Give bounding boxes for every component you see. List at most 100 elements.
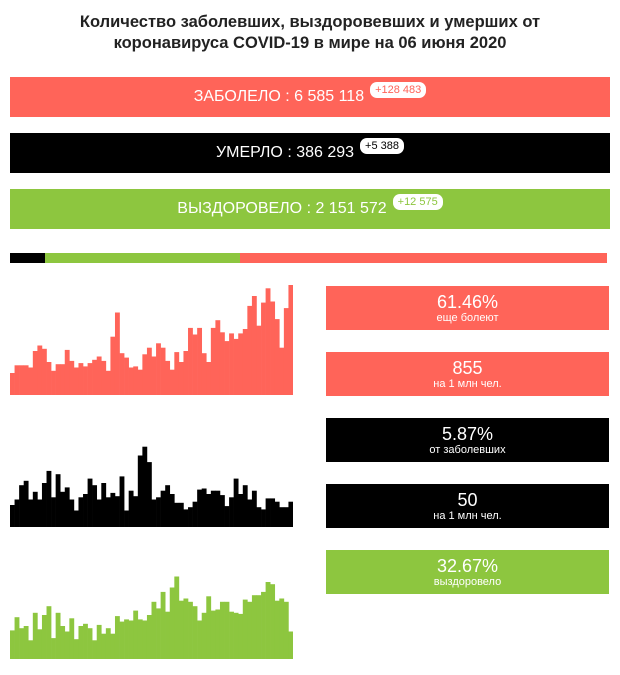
chart-bar xyxy=(174,576,180,659)
chart-bar xyxy=(137,455,143,527)
share-progress-bar xyxy=(10,253,607,263)
chart-bar xyxy=(165,485,171,527)
chart-bar xyxy=(41,348,47,395)
chart-bar xyxy=(133,496,139,527)
chart-bar xyxy=(64,631,70,659)
chart-bar xyxy=(156,343,161,395)
chart-bar xyxy=(283,601,289,659)
chart-bar xyxy=(119,476,125,527)
recovered-percent-box: 32.67% выздоровело xyxy=(326,550,609,594)
chart-bar xyxy=(210,327,216,395)
title-line-1: Количество заболевших, выздоровевших и у… xyxy=(79,13,541,31)
chart-bar xyxy=(201,612,207,659)
chart-bar xyxy=(133,610,139,659)
cases-per-million-box: 855 на 1 млн чел. xyxy=(326,352,609,396)
deaths-bar: УМЕРЛО : 386 293 +5 388 xyxy=(10,133,610,173)
infected-daily-chart xyxy=(10,285,293,395)
chart-bar xyxy=(46,470,52,527)
chart-bar xyxy=(183,598,189,659)
chart-bar xyxy=(101,633,107,659)
chart-bar xyxy=(160,490,166,527)
chart-bar xyxy=(261,591,266,659)
chart-bar xyxy=(119,621,125,659)
chart-bar xyxy=(114,616,120,659)
chart-bar xyxy=(242,329,248,395)
chart-bar xyxy=(55,364,61,395)
chart-bar xyxy=(215,320,221,395)
active-percent-caption: еще болеют xyxy=(436,312,499,324)
chart-bar xyxy=(247,499,253,527)
chart-bar xyxy=(78,626,84,659)
chart-bar xyxy=(256,507,262,527)
chart-bar xyxy=(288,285,293,395)
chart-bar xyxy=(124,510,129,527)
chart-bar xyxy=(197,620,203,659)
progress-segment-active xyxy=(240,253,607,263)
chart-bar xyxy=(87,628,93,659)
chart-bar xyxy=(32,351,38,395)
chart-bar xyxy=(55,612,61,659)
deaths-delta-badge: +5 388 xyxy=(360,138,404,154)
chart-bar xyxy=(224,601,230,659)
chart-bar xyxy=(274,319,280,395)
chart-bar xyxy=(151,601,157,659)
chart-bar xyxy=(19,485,24,527)
death-rate-value: 5.87% xyxy=(441,424,494,444)
chart-bar xyxy=(206,596,212,659)
title-line-2: коронавируса COVID-19 в мире на 06 июня … xyxy=(113,34,507,52)
chart-bar xyxy=(69,618,75,659)
active-percent-box: 61.46% еще болеют xyxy=(326,286,609,330)
chart-bar xyxy=(105,497,111,527)
recovered-daily-chart xyxy=(10,576,293,659)
active-percent-value: 61.46% xyxy=(436,292,499,312)
chart-bar xyxy=(242,485,248,527)
chart-bar xyxy=(73,510,79,527)
chart-bar xyxy=(233,478,239,527)
chart-bar xyxy=(41,615,47,659)
chart-bar xyxy=(183,351,189,395)
chart-bar xyxy=(55,474,61,527)
chart-bar xyxy=(156,497,161,527)
chart-bar xyxy=(210,490,216,527)
chart-bar xyxy=(83,494,88,527)
chart-bar xyxy=(101,360,107,395)
deaths-per-million-caption: на 1 млн чел. xyxy=(433,510,502,522)
chart-bar xyxy=(219,601,225,659)
progress-segment-recovered xyxy=(45,253,241,263)
chart-bar xyxy=(114,496,120,527)
chart-bar xyxy=(137,619,143,659)
chart-bar xyxy=(83,366,88,395)
deaths-daily-chart xyxy=(10,446,293,527)
chart-bar xyxy=(215,609,221,659)
chart-bar xyxy=(101,483,107,527)
chart-bar xyxy=(119,353,125,395)
chart-bar xyxy=(201,488,207,527)
chart-bar xyxy=(274,501,280,527)
chart-bar xyxy=(60,491,66,527)
infected-delta-badge: +128 483 xyxy=(370,82,427,98)
death-rate-caption: от заболевших xyxy=(429,444,506,456)
chart-bar xyxy=(105,628,111,659)
chart-bar xyxy=(247,601,253,659)
chart-bar xyxy=(192,334,198,395)
chart-bar xyxy=(51,497,56,527)
chart-bar xyxy=(188,327,193,395)
chart-bar xyxy=(28,499,34,527)
chart-bar xyxy=(23,626,29,659)
chart-bar xyxy=(96,624,102,659)
chart-bar xyxy=(146,462,152,527)
chart-bar xyxy=(151,356,157,395)
chart-bar xyxy=(270,498,276,527)
chart-bar xyxy=(247,305,253,395)
chart-bar xyxy=(64,487,70,527)
chart-bar xyxy=(10,505,15,527)
chart-bar xyxy=(242,599,248,659)
chart-bar xyxy=(78,497,84,527)
chart-bar xyxy=(197,489,203,527)
recovered-percent-caption: выздоровело xyxy=(433,576,502,588)
chart-bar xyxy=(197,327,203,395)
chart-bar xyxy=(69,499,75,527)
chart-bar xyxy=(265,582,271,659)
chart-bar xyxy=(110,336,116,395)
chart-bar xyxy=(69,360,75,395)
